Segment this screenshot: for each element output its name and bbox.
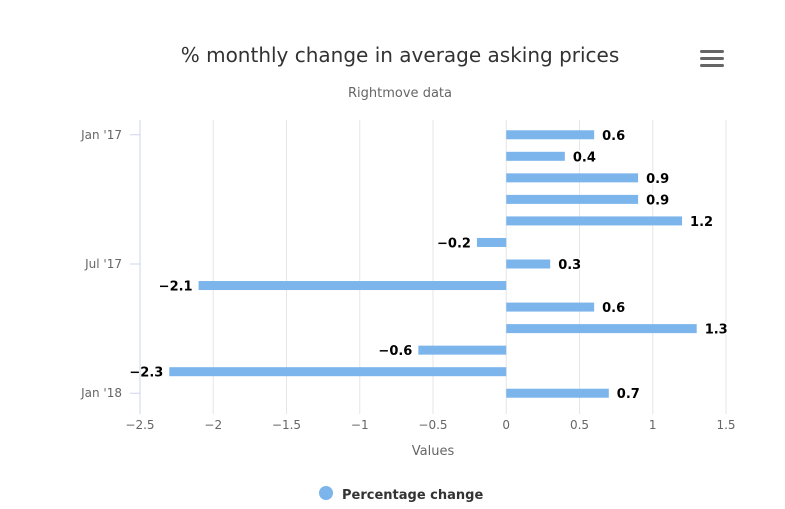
x-tick-label: 0.5 bbox=[570, 418, 589, 432]
x-tick-label: 1 bbox=[649, 418, 657, 432]
x-tick-label: 0 bbox=[502, 418, 510, 432]
bar[interactable] bbox=[169, 367, 507, 377]
data-label: −0.2 bbox=[437, 236, 471, 251]
x-tick-label: −0.5 bbox=[418, 418, 447, 432]
bar[interactable] bbox=[476, 237, 507, 247]
bar[interactable] bbox=[198, 281, 507, 291]
x-tick-label: 1.5 bbox=[716, 418, 735, 432]
bar[interactable] bbox=[506, 259, 551, 269]
bar[interactable] bbox=[506, 151, 565, 161]
x-tick-label: −1.5 bbox=[272, 418, 301, 432]
legend-label: Percentage change bbox=[342, 488, 483, 503]
y-tick-label: Jan '17 bbox=[80, 128, 122, 142]
data-label: 1.3 bbox=[705, 323, 728, 338]
y-tick-label: Jul '17 bbox=[84, 257, 122, 271]
data-label: 0.4 bbox=[573, 150, 596, 165]
bar[interactable] bbox=[506, 302, 595, 312]
bar[interactable] bbox=[506, 388, 609, 398]
data-label: 0.7 bbox=[617, 387, 640, 402]
x-axis-title: Values bbox=[412, 444, 455, 459]
y-tick-label: Jan '18 bbox=[80, 386, 122, 400]
data-label: −2.1 bbox=[159, 280, 193, 295]
data-label: 0.6 bbox=[602, 301, 625, 316]
x-tick-label: −2 bbox=[204, 418, 222, 432]
data-label: 0.3 bbox=[558, 258, 581, 273]
hamburger-menu-icon[interactable] bbox=[700, 50, 724, 70]
x-tick-label: −2.5 bbox=[125, 418, 154, 432]
bar[interactable] bbox=[506, 216, 683, 226]
chart-title: % monthly change in average asking price… bbox=[181, 43, 620, 67]
x-tick-label: −1 bbox=[351, 418, 369, 432]
data-label: 0.9 bbox=[646, 172, 669, 187]
bar[interactable] bbox=[506, 194, 639, 204]
data-label: 1.2 bbox=[690, 215, 713, 230]
data-label: 0.6 bbox=[602, 129, 625, 144]
bar[interactable] bbox=[506, 173, 639, 183]
data-label: −2.3 bbox=[129, 366, 163, 381]
data-label: 0.9 bbox=[646, 193, 669, 208]
bar[interactable] bbox=[418, 345, 507, 355]
legend-symbol bbox=[319, 486, 333, 500]
data-label: −0.6 bbox=[378, 344, 412, 359]
bar[interactable] bbox=[506, 324, 697, 334]
bar[interactable] bbox=[506, 130, 595, 140]
legend-item[interactable]: Percentage change bbox=[319, 486, 483, 503]
chart-subtitle: Rightmove data bbox=[348, 86, 452, 101]
